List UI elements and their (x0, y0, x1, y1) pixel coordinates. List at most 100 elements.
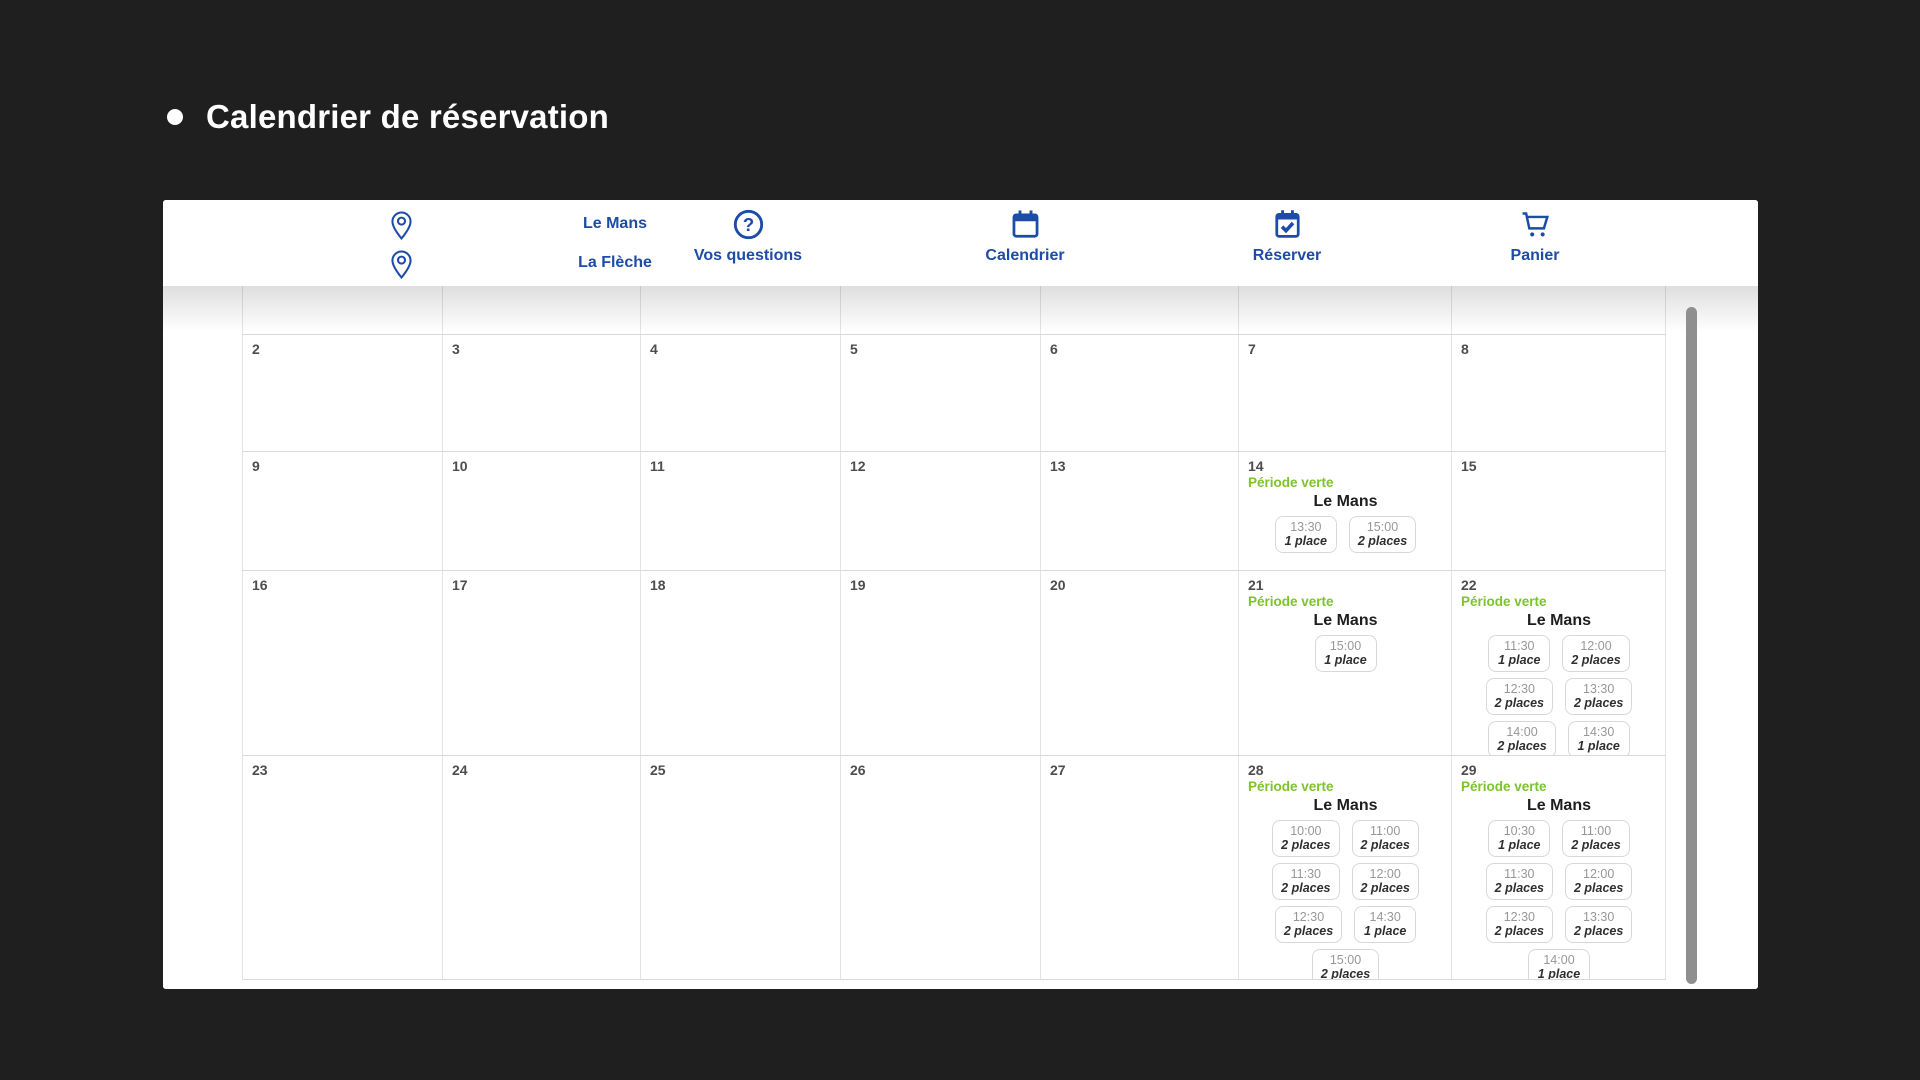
slot-time: 10:30 (1503, 824, 1535, 838)
day-cell: 25 (641, 756, 841, 979)
slot-time: 13:30 (1290, 520, 1322, 534)
slot-time: 11:30 (1504, 639, 1535, 653)
slot-places: 2 places (1497, 739, 1547, 753)
day-number: 8 (1461, 341, 1469, 357)
slot-chip[interactable]: 11:30 2 places (1272, 863, 1340, 900)
slot-chip[interactable]: 13:30 2 places (1565, 906, 1633, 943)
day-cell: 7 (1239, 335, 1452, 451)
day-cell: 20 (1041, 571, 1239, 755)
day-number: 7 (1248, 341, 1256, 357)
nav-location-le-mans[interactable]: Le Mans (387, 206, 657, 242)
slot-chip[interactable]: 11:30 1 place (1488, 635, 1551, 672)
slot-chip[interactable]: 10:00 2 places (1272, 820, 1340, 857)
day-cell: 12 (841, 452, 1041, 570)
slot-time: 11:30 (1290, 867, 1321, 881)
day-cell: 9 (242, 452, 443, 570)
day-number: 26 (850, 762, 866, 778)
slot-chip[interactable]: 12:00 2 places (1565, 863, 1633, 900)
nav-item-calendrier[interactable]: Calendrier (940, 208, 1110, 280)
day-cell-empty (1239, 286, 1452, 334)
slot-list: 10:00 2 places 11:00 2 places 11:30 2 places 1… (1248, 820, 1443, 979)
slot-chip[interactable]: 12:30 2 places (1485, 906, 1553, 943)
period-label: Période verte (1461, 779, 1547, 794)
svg-text:?: ? (742, 214, 753, 235)
period-label: Période verte (1248, 475, 1334, 490)
slot-places: 2 places (1571, 653, 1621, 667)
slot-time: 11:30 (1504, 867, 1535, 881)
location-pin-icon (387, 206, 416, 242)
bullet-icon (167, 109, 183, 125)
day-number: 5 (850, 341, 858, 357)
slot-chip[interactable]: 13:30 2 places (1565, 678, 1633, 715)
venue-label: Le Mans (1313, 493, 1378, 510)
slot-chip[interactable]: 15:00 1 place (1314, 635, 1377, 672)
slot-places: 2 places (1281, 881, 1331, 895)
slot-time: 14:30 (1369, 910, 1401, 924)
slot-chip[interactable]: 12:00 2 places (1562, 635, 1630, 672)
slot-chip[interactable]: 14:00 1 place (1528, 949, 1590, 979)
slot-time: 15:00 (1329, 639, 1362, 653)
nav-item-label: Calendrier (985, 247, 1065, 264)
day-cell: 22 Période verte Le Mans 11:30 1 place 12:00 2… (1452, 571, 1666, 755)
day-cell: 16 (242, 571, 443, 755)
day-number: 21 (1248, 577, 1264, 593)
day-cell: 2 (242, 335, 443, 451)
slot-places: 2 places (1281, 838, 1331, 852)
calendar-week-row: 9 10 11 12 13 14 Période verte Le Mans 13:30 1 pl… (242, 451, 1666, 570)
slot-places: 2 places (1571, 838, 1621, 852)
nav-item-questions[interactable]: ? Vos questions (663, 208, 833, 280)
slot-time: 10:00 (1290, 824, 1322, 838)
period-label: Période verte (1248, 594, 1334, 609)
slot-chip[interactable]: 11:00 2 places (1562, 820, 1630, 857)
calendar-week-row-partial (242, 286, 1666, 334)
day-number: 23 (252, 762, 268, 778)
slot-list: 15:00 1 place (1248, 635, 1443, 672)
nav-item-label: Réserver (1252, 247, 1322, 264)
day-number: 20 (1050, 577, 1066, 593)
slot-time: 14:30 (1583, 725, 1615, 739)
slot-chip[interactable]: 15:00 2 places (1311, 949, 1380, 979)
vertical-scrollbar-thumb[interactable] (1686, 307, 1697, 984)
nav-item-reserver[interactable]: Réserver (1202, 208, 1372, 280)
slot-chip[interactable]: 11:00 2 places (1351, 820, 1419, 857)
day-number: 29 (1461, 762, 1477, 778)
slot-chip[interactable]: 14:30 1 place (1354, 906, 1417, 943)
slot-chip[interactable]: 13:30 1 place (1274, 516, 1337, 553)
location-pin-icon (387, 245, 416, 281)
slot-places: 2 places (1360, 881, 1410, 895)
slot-chip[interactable]: 14:30 1 place (1567, 721, 1630, 755)
day-cell: 14 Période verte Le Mans 13:30 1 place 15:00 2… (1239, 452, 1452, 570)
day-number: 24 (452, 762, 468, 778)
calendar-week-row: 16 17 18 19 20 21 Période verte Le Mans 15:00 1 p… (242, 570, 1666, 755)
slot-places: 1 place (1363, 924, 1407, 938)
slot-places: 1 place (1498, 653, 1541, 667)
calendar-scroll-area: 2 3 4 5 6 7 8 9 10 11 12 13 14 Période verte Le Mans 13… (163, 286, 1758, 989)
slot-chip[interactable]: 10:30 1 place (1488, 820, 1551, 857)
slot-chip[interactable]: 11:30 2 places (1485, 863, 1553, 900)
day-number: 9 (252, 458, 260, 474)
period-label: Période verte (1461, 594, 1547, 609)
slot-places: 2 places (1494, 881, 1544, 895)
day-cell: 21 Période verte Le Mans 15:00 1 place (1239, 571, 1452, 755)
day-cell: 29 Période verte Le Mans 10:30 1 place 11:00 2… (1452, 756, 1666, 979)
slot-chip[interactable]: 14:00 2 places (1488, 721, 1556, 755)
calendar-week-row: 2 3 4 5 6 7 8 (242, 334, 1666, 451)
nav-location-la-fleche[interactable]: La Flèche (387, 245, 657, 281)
day-number: 22 (1461, 577, 1477, 593)
calendar-week-row: 23 24 25 26 27 28 Période verte Le Mans 10:00 2 p… (242, 755, 1666, 980)
slot-time: 12:30 (1503, 910, 1535, 924)
question-circle-icon: ? (732, 208, 765, 241)
slot-time: 12:00 (1369, 867, 1401, 881)
slot-chip[interactable]: 12:30 2 places (1274, 906, 1343, 943)
slot-time: 12:00 (1583, 867, 1615, 881)
slot-places: 2 places (1360, 838, 1410, 852)
slot-list: 11:30 1 place 12:00 2 places 12:30 2 places 13… (1461, 635, 1657, 755)
nav-item-panier[interactable]: Panier (1450, 208, 1620, 280)
nav-bar: Le Mans La Flèche ? Vos questions (163, 200, 1758, 286)
slot-places: 1 place (1577, 739, 1620, 753)
slot-chip[interactable]: 12:00 2 places (1351, 863, 1419, 900)
slot-chip[interactable]: 12:30 2 places (1485, 678, 1553, 715)
slot-chip[interactable]: 15:00 2 places (1348, 516, 1417, 553)
calendar-icon (1009, 208, 1042, 241)
slot-time: 11:00 (1580, 824, 1612, 838)
